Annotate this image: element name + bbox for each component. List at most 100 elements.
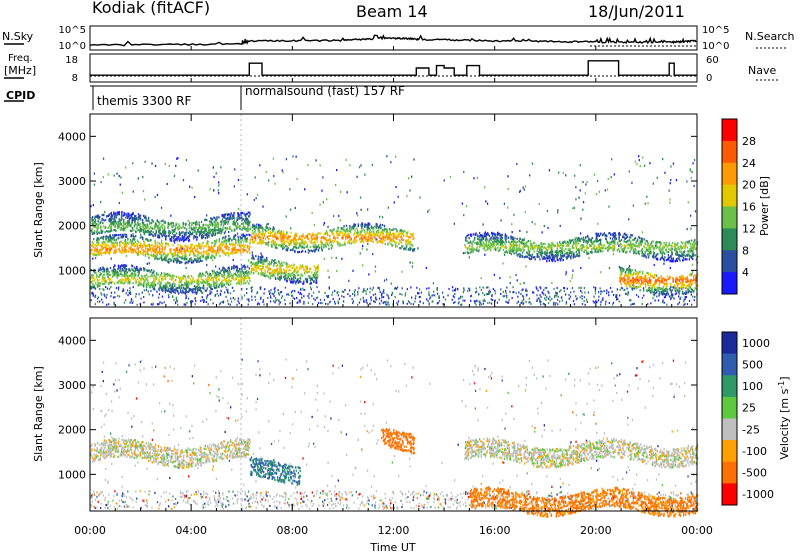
backscatter-cell bbox=[176, 287, 178, 290]
backscatter-cell bbox=[109, 219, 111, 222]
backscatter-cell bbox=[476, 249, 478, 252]
backscatter-cell bbox=[137, 221, 139, 224]
backscatter-cell bbox=[483, 298, 485, 301]
backscatter-cell bbox=[158, 242, 160, 245]
backscatter-cell bbox=[350, 242, 353, 245]
backscatter-cell bbox=[145, 238, 147, 241]
backscatter-cell bbox=[313, 297, 315, 300]
backscatter-cell bbox=[685, 293, 687, 295]
backscatter-cell bbox=[657, 299, 660, 302]
backscatter-cell bbox=[143, 227, 145, 230]
backscatter-cell bbox=[166, 255, 168, 258]
backscatter-cell bbox=[234, 243, 236, 246]
backscatter-cell bbox=[251, 226, 254, 229]
backscatter-cell bbox=[235, 282, 238, 285]
backscatter-cell bbox=[98, 241, 100, 245]
freq-label-2: [MHz] bbox=[4, 64, 37, 77]
backscatter-cell bbox=[102, 275, 104, 278]
backscatter-cell bbox=[222, 215, 224, 218]
backscatter-cell bbox=[243, 212, 245, 215]
backscatter-cell bbox=[217, 274, 219, 277]
backscatter-cell bbox=[264, 288, 266, 291]
backscatter-cell bbox=[475, 303, 477, 306]
backscatter-cell bbox=[109, 234, 111, 237]
backscatter-cell bbox=[141, 247, 143, 250]
backscatter-cell bbox=[507, 206, 509, 209]
backscatter-cell bbox=[337, 302, 339, 305]
backscatter-cell bbox=[96, 215, 98, 218]
backscatter-cell bbox=[213, 220, 215, 223]
backscatter-cell bbox=[638, 159, 640, 162]
backscatter-cell bbox=[556, 294, 558, 297]
backscatter-cell bbox=[218, 278, 220, 281]
backscatter-cell bbox=[273, 300, 275, 303]
backscatter-cell bbox=[218, 250, 220, 253]
backscatter-cell bbox=[230, 251, 232, 255]
backscatter-cell bbox=[133, 236, 135, 239]
backscatter-cell bbox=[326, 294, 328, 297]
backscatter-cell bbox=[121, 217, 123, 220]
backscatter-cell bbox=[91, 217, 93, 220]
backscatter-cell bbox=[690, 293, 692, 296]
backscatter-cell bbox=[411, 265, 413, 268]
backscatter-cell bbox=[385, 300, 387, 303]
backscatter-cell bbox=[433, 294, 435, 297]
backscatter-cell bbox=[246, 244, 249, 247]
backscatter-cell bbox=[331, 241, 333, 244]
backscatter-cell bbox=[534, 222, 536, 226]
backscatter-cell bbox=[111, 222, 113, 226]
backscatter-cell bbox=[126, 226, 129, 229]
backscatter-cell bbox=[101, 280, 103, 283]
backscatter-cell bbox=[427, 300, 429, 303]
backscatter-cell bbox=[678, 301, 680, 304]
backscatter-cell bbox=[206, 224, 208, 227]
backscatter-cell bbox=[109, 224, 111, 227]
backscatter-cell bbox=[227, 213, 229, 216]
backscatter-cell bbox=[513, 291, 515, 293]
backscatter-cell bbox=[381, 294, 383, 297]
backscatter-cell bbox=[94, 220, 97, 223]
backscatter-cell bbox=[96, 240, 98, 243]
backscatter-cell bbox=[482, 223, 484, 226]
backscatter-cell bbox=[474, 300, 476, 303]
backscatter-cell bbox=[210, 284, 213, 287]
backscatter-cell bbox=[232, 214, 234, 217]
backscatter-cell bbox=[215, 252, 217, 255]
backscatter-cell bbox=[548, 169, 551, 172]
backscatter-cell bbox=[131, 229, 133, 232]
backscatter-cell bbox=[231, 266, 233, 269]
backscatter-cell bbox=[266, 223, 268, 226]
backscatter-cell bbox=[196, 250, 199, 253]
backscatter-cell bbox=[91, 283, 94, 286]
backscatter-cell bbox=[175, 232, 178, 235]
backscatter-cell bbox=[155, 223, 158, 226]
backscatter-cell bbox=[249, 211, 251, 214]
backscatter-cell bbox=[491, 299, 494, 301]
backscatter-cell bbox=[116, 241, 118, 244]
backscatter-cell bbox=[257, 229, 260, 232]
backscatter-cell bbox=[94, 257, 97, 260]
backscatter-cell bbox=[173, 280, 175, 283]
backscatter-cell bbox=[179, 226, 181, 229]
backscatter-cell bbox=[285, 245, 287, 248]
backscatter-cell bbox=[202, 225, 204, 228]
backscatter-cell bbox=[568, 293, 570, 296]
backscatter-cell bbox=[289, 302, 291, 305]
backscatter-cell bbox=[427, 210, 429, 213]
backscatter-cell bbox=[246, 270, 248, 273]
backscatter-cell bbox=[108, 230, 110, 233]
backscatter-cell bbox=[188, 282, 191, 285]
backscatter-cell bbox=[553, 288, 555, 291]
backscatter-cell bbox=[115, 248, 117, 251]
backscatter-cell bbox=[666, 303, 668, 306]
backscatter-cell bbox=[142, 225, 144, 228]
backscatter-cell bbox=[222, 227, 224, 230]
backscatter-cell bbox=[139, 230, 141, 233]
backscatter-cell bbox=[238, 280, 240, 283]
backscatter-cell bbox=[221, 279, 223, 283]
backscatter-cell bbox=[126, 244, 128, 247]
backscatter-cell bbox=[315, 234, 317, 237]
backscatter-cell bbox=[208, 235, 210, 238]
backscatter-cell bbox=[215, 250, 217, 253]
backscatter-cell bbox=[157, 235, 159, 238]
